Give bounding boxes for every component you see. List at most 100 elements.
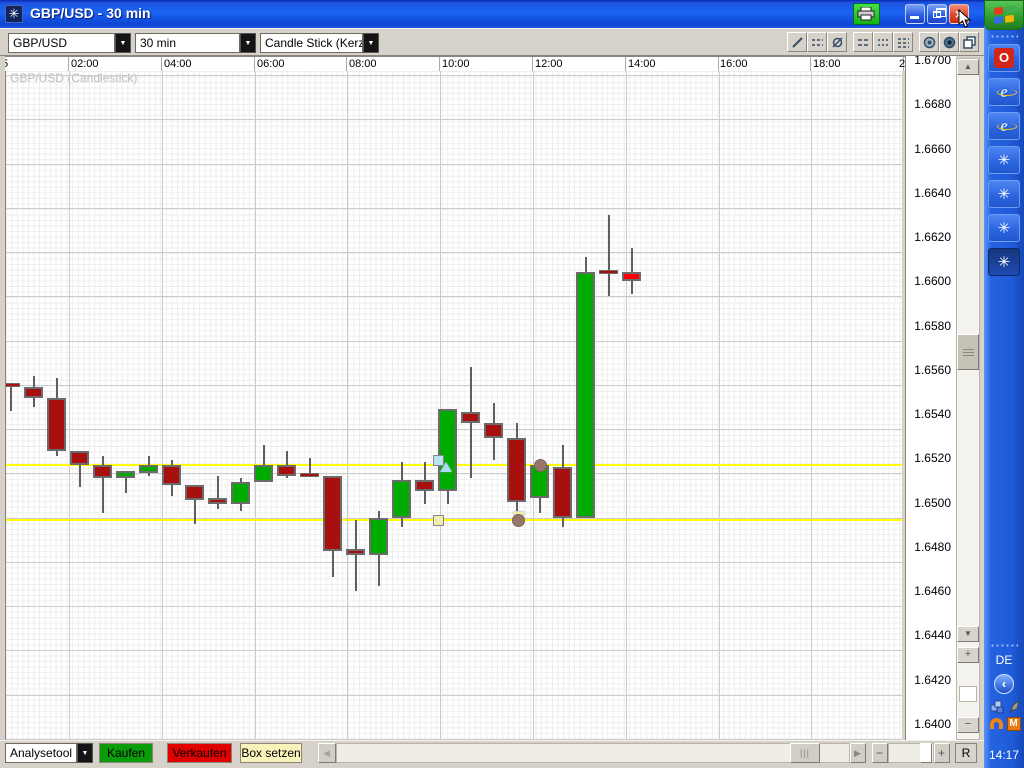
analysis-tool-select-arrow[interactable]: ▼ [77,743,93,763]
trade-marker [433,514,444,526]
vertical-gridline [69,71,70,740]
set-box-button[interactable]: Box setzen [240,743,302,763]
y-axis-label: 1.6500 [914,495,951,510]
cascade-windows-icon[interactable] [959,32,979,52]
language-indicator[interactable]: DE [995,653,1013,667]
reset-button[interactable]: R [955,743,977,763]
horizontal-scroll-track[interactable] [336,743,850,763]
scroll-right-button[interactable]: ▶ [850,743,866,763]
dot-circle-light-icon[interactable] [919,32,939,52]
time-zoom-out-button[interactable]: − [872,743,888,763]
price-zoom-thumb[interactable] [959,686,977,702]
horizontal-scroll-thumb[interactable]: ||| [790,743,820,763]
taskbar-button-snowflake-icon[interactable]: ✳ [988,180,1020,208]
sell-button[interactable]: Verkaufen [167,743,232,763]
time-zoom-in-button[interactable]: + [934,743,950,763]
taskbar-button-ie-icon[interactable]: e [988,112,1020,140]
network-cubes-icon[interactable] [988,698,1005,715]
scroll-up-button[interactable]: ▲ [957,59,979,75]
vertical-scroll-thumb[interactable] [957,334,979,370]
windows-logo-icon [994,5,1014,24]
price-zoom-in-button[interactable]: + [957,647,979,663]
symbol-select[interactable]: GBP/USD [8,33,115,53]
horizontal-gridline [6,75,902,77]
minimize-icon [910,16,919,19]
candle [185,484,204,500]
time-axis-tick [624,57,626,71]
y-axis-label: 1.6480 [914,539,951,554]
candle [369,517,388,556]
taskbar-grip[interactable] [990,34,1018,39]
horizontal-gridline [6,384,902,386]
charttype-select[interactable]: Candle Stick (Kerzen [260,33,363,53]
time-zoom-thumb[interactable] [920,743,932,763]
taskbar-button-snowflake-icon[interactable]: ✳ [988,248,1020,276]
x-axis-label: 16:00 [720,58,748,70]
scroll-left-button[interactable]: ◀ [318,743,336,763]
trendline-icon[interactable] [787,32,807,52]
y-axis-label: 1.6600 [914,274,951,289]
y-axis-label: 1.6660 [914,141,951,156]
horizontal-gridline [6,119,902,121]
candle [254,464,273,483]
x-axis-label: 18:00 [813,58,841,70]
horizontal-gridline [6,252,902,254]
candle [553,466,572,518]
candle [116,471,135,478]
interval-select-arrow[interactable]: ▼ [240,33,256,53]
price-axis-labels: 1.6700 1.6680 1.6660 1.6640 1.6620 1.6600 1.65… [905,56,956,740]
horizontal-gridline [6,694,902,696]
windows-start-button[interactable] [984,0,1024,30]
candle-wick [308,457,311,476]
m-messenger-icon[interactable]: M [1005,715,1022,732]
grid-style-1-icon[interactable] [853,32,873,52]
horizontal-gridline [6,207,902,209]
scroll-down-button[interactable]: ▼ [957,626,979,642]
shell-icon[interactable] [988,715,1005,732]
interval-select[interactable]: 30 min [135,33,240,53]
y-axis-label: 1.6420 [914,672,951,687]
taskbar-button-snowflake-icon[interactable]: ✳ [988,214,1020,242]
horizontal-gridline [6,340,902,342]
candlestick-chart: GBP/USD (Candlestick) [5,71,902,740]
snowflake-icon: ✳ [997,219,1011,237]
dot-circle-dark-icon[interactable] [939,32,959,52]
titlebar: ✳ GBP/USD - 30 min × [0,0,984,28]
candle-wick [469,367,472,478]
tray-grip[interactable] [990,643,1018,648]
taskbar-button-red-o-icon[interactable]: O [988,44,1020,72]
show-hidden-icons-chevron[interactable]: ‹ [994,674,1014,694]
chart-toolbar: GBP/USD ▼ 30 min ▼ Candle Stick (Kerzen … [0,28,984,56]
y-axis-label: 1.6680 [914,97,951,112]
ie-icon: e [997,82,1017,101]
time-axis-tick [346,57,348,71]
price-zoom-out-button[interactable]: − [957,717,979,733]
taskbar-button-ie-icon[interactable]: e [988,78,1020,106]
symbol-select-arrow[interactable]: ▼ [115,33,131,53]
grid-style-3-icon[interactable] [893,32,913,52]
vertical-scrollbar[interactable]: ▲ ▼ + − [956,58,980,740]
analysis-tool-select[interactable]: Analysetool [5,743,77,763]
price-level-line[interactable] [6,518,902,521]
horizontal-gridline [6,738,902,740]
taskbar-clock[interactable]: 14:17 [988,748,1020,762]
time-axis-tick [903,57,905,71]
candle [461,411,480,423]
candle-wick [354,519,357,591]
y-axis-label: 1.6460 [914,584,951,599]
no-line-icon[interactable] [827,32,847,52]
window-frame-left [0,56,5,764]
minimize-button[interactable] [905,4,925,24]
grid-style-2-icon[interactable] [873,32,893,52]
candle-wick [9,382,12,412]
horizontal-gridline [6,606,902,608]
print-button[interactable] [853,3,880,25]
candle [47,398,66,452]
restore-button[interactable] [927,4,947,24]
buy-button[interactable]: Kaufen [99,743,153,763]
rocket-icon[interactable] [1005,698,1022,715]
charttype-select-arrow[interactable]: ▼ [363,33,379,53]
vertical-gridline [254,71,256,740]
levels-dashed-icon[interactable] [807,32,827,52]
taskbar-button-snowflake-icon[interactable]: ✳ [988,146,1020,174]
